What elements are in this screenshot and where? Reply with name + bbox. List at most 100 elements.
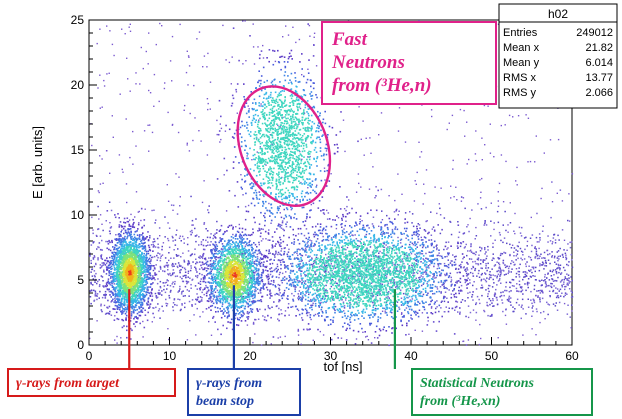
event-point: [559, 247, 561, 250]
event-point: [253, 63, 256, 65]
event-point: [415, 256, 418, 258]
event-point: [428, 304, 430, 306]
event-point: [474, 253, 477, 256]
event-point: [518, 267, 520, 269]
event-point: [343, 228, 345, 230]
event-point: [477, 263, 479, 265]
event-point: [102, 182, 104, 184]
event-point: [109, 266, 112, 269]
event-point: [124, 268, 126, 271]
event-point: [99, 107, 101, 109]
event-point: [105, 266, 108, 268]
event-point: [106, 306, 108, 309]
event-point: [291, 265, 293, 267]
event-point: [489, 123, 491, 125]
event-point: [515, 259, 517, 261]
event-point: [174, 244, 177, 246]
event-point: [465, 280, 467, 282]
event-point: [303, 234, 306, 237]
event-point: [200, 140, 202, 142]
event-point: [513, 251, 515, 253]
event-point: [466, 163, 468, 165]
event-point: [432, 273, 434, 275]
event-point: [175, 173, 177, 175]
event-point: [117, 261, 120, 264]
event-point: [531, 302, 533, 305]
event-point: [109, 30, 111, 32]
event-point: [252, 23, 254, 25]
event-point: [113, 287, 115, 290]
event-point: [438, 252, 440, 254]
event-point: [497, 280, 500, 282]
event-point: [330, 173, 332, 175]
event-point: [332, 295, 334, 298]
event-point: [484, 247, 486, 249]
event-point: [450, 185, 452, 187]
event-point: [455, 268, 457, 270]
event-point: [526, 245, 528, 247]
event-point: [530, 259, 533, 261]
event-point: [147, 244, 150, 247]
event-point: [274, 293, 276, 296]
event-point: [401, 276, 403, 278]
event-point: [297, 309, 300, 312]
event-point: [552, 280, 555, 282]
event-point: [362, 120, 364, 122]
event-point: [485, 289, 487, 291]
event-point: [171, 262, 174, 265]
event-point: [137, 262, 139, 264]
event-point: [137, 284, 139, 287]
event-point: [480, 337, 482, 340]
event-point: [292, 234, 295, 236]
event-point: [309, 245, 311, 247]
event-point: [504, 266, 507, 269]
event-point: [134, 231, 137, 233]
event-point: [203, 223, 205, 225]
event-point: [269, 239, 271, 241]
event-point: [265, 164, 267, 166]
event-point: [135, 277, 138, 279]
event-point: [483, 309, 485, 312]
event-point: [144, 276, 147, 278]
event-point: [124, 231, 127, 234]
event-point: [110, 227, 112, 229]
event-point: [472, 266, 475, 269]
event-point: [240, 306, 243, 308]
event-point: [533, 299, 535, 302]
event-point: [345, 254, 347, 256]
event-point: [301, 281, 303, 284]
event-point: [131, 294, 134, 296]
event-point: [187, 276, 189, 278]
event-point: [91, 268, 94, 270]
event-point: [559, 288, 562, 291]
event-point: [395, 267, 398, 269]
event-point: [213, 252, 216, 255]
event-point: [343, 269, 346, 271]
event-point: [492, 242, 494, 245]
event-point: [509, 281, 512, 284]
event-point: [123, 232, 125, 235]
event-point: [372, 301, 374, 304]
event-point: [470, 245, 472, 248]
event-point: [144, 271, 146, 273]
event-point: [439, 232, 442, 235]
event-point: [450, 260, 452, 262]
event-point: [135, 145, 137, 147]
event-point: [408, 243, 411, 246]
event-point: [548, 290, 551, 292]
event-point: [90, 281, 92, 284]
event-point: [322, 235, 324, 238]
event-point: [484, 253, 486, 255]
event-point: [140, 290, 142, 293]
event-point: [443, 262, 446, 265]
event-point: [424, 192, 426, 195]
event-point: [105, 285, 107, 288]
event-point: [520, 235, 523, 237]
event-point: [127, 268, 129, 271]
event-point: [181, 277, 183, 280]
event-point: [346, 246, 349, 249]
event-point: [186, 339, 189, 341]
event-point: [420, 275, 422, 277]
event-point: [355, 238, 358, 240]
event-point: [126, 269, 129, 272]
